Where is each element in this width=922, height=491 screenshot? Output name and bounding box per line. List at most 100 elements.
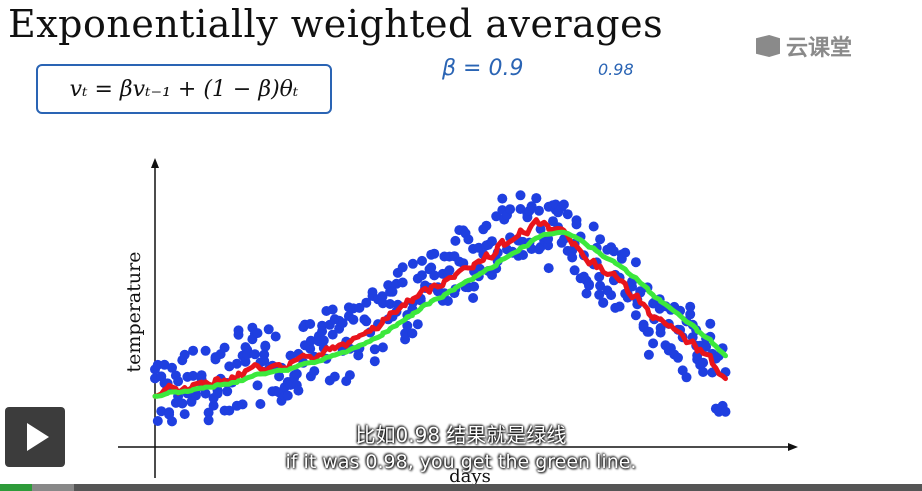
data-point [630,310,641,321]
data-point [233,325,244,336]
data-point [270,331,281,342]
data-point [648,338,659,349]
data-point [219,342,230,353]
data-point [673,352,683,363]
progress-buffer [0,484,74,491]
data-point [685,301,696,312]
data-point [255,399,266,409]
data-point [397,277,408,288]
data-point [543,263,554,274]
data-point [491,211,502,222]
data-point [402,320,413,331]
data-point [167,362,177,373]
data-point [152,416,163,426]
data-point [417,255,427,266]
data-point [534,205,544,216]
data-point [237,399,248,410]
data-point [200,345,211,356]
data-point [685,309,696,320]
data-point [581,288,592,299]
data-point [497,193,508,204]
data-point [337,318,348,329]
data-point [291,368,302,379]
data-point [344,370,355,381]
data-point [348,314,359,325]
data-point [188,345,199,356]
data-point [643,326,654,337]
data-point [444,265,455,276]
data-point [531,193,542,204]
data-point [274,371,285,382]
chart-axes [118,158,798,478]
data-point [594,289,605,300]
data-point [305,343,316,354]
data-point [369,356,380,367]
data-point [282,390,293,401]
data-point [309,366,320,377]
data-point [412,319,423,330]
data-point [567,252,578,263]
data-point [200,388,211,399]
data-point [252,380,263,391]
data-point [179,409,190,420]
data-point [426,262,437,273]
data-point [361,297,372,308]
data-point [173,376,184,387]
data-point [705,318,716,329]
data-point [450,235,461,246]
data-point [329,371,340,382]
data-point [584,279,594,290]
data-point [469,281,480,292]
cloud-classroom-icon [756,35,780,57]
play-icon [26,423,49,451]
data-point [305,335,316,346]
data-point [681,372,692,383]
video-progress-bar[interactable] [0,484,922,491]
data-point [305,319,316,329]
data-point [429,248,440,259]
logo-text: 云课堂 [786,36,853,61]
x-axis-arrow [788,443,798,451]
data-point [188,370,199,381]
data-point [630,257,641,268]
data-point [698,357,709,368]
data-point [203,415,214,426]
data-point [643,349,654,360]
data-point [620,247,631,258]
scatter-points [150,190,731,427]
netease-logo: 云课堂 [756,30,852,62]
data-point [231,358,242,369]
data-point [259,355,270,366]
data-point [515,190,526,201]
data-point [224,361,235,372]
data-point [260,340,271,351]
play-button[interactable] [5,407,65,467]
subtitle-english: if it was 0.98, you get the green line. [285,451,637,473]
data-point [293,385,304,396]
data-point [720,406,731,417]
data-point [655,327,666,338]
beta-annotation: β = 0.9 [442,56,524,81]
progress-fill [0,484,33,491]
data-point [518,250,528,260]
data-point [377,342,388,353]
data-point [562,209,573,220]
data-point [222,386,233,397]
data-point [385,299,396,309]
data-point [387,286,398,297]
data-point [203,407,214,418]
data-point [571,219,582,230]
subtitle-chinese: 比如0.98 结果就是绿线 [355,423,567,447]
data-point [505,204,516,215]
green-average-line [152,229,728,399]
data-point [327,304,338,315]
data-point [701,341,712,352]
data-point [481,220,492,231]
data-point [442,296,453,306]
x-axis-label: days [449,466,491,487]
data-point [692,350,703,361]
data-point [400,328,411,339]
ewa-formula: vₜ = βvₜ₋₁ + (1 − β)θₜ [69,76,299,102]
data-point [487,236,497,247]
data-point [608,246,619,257]
